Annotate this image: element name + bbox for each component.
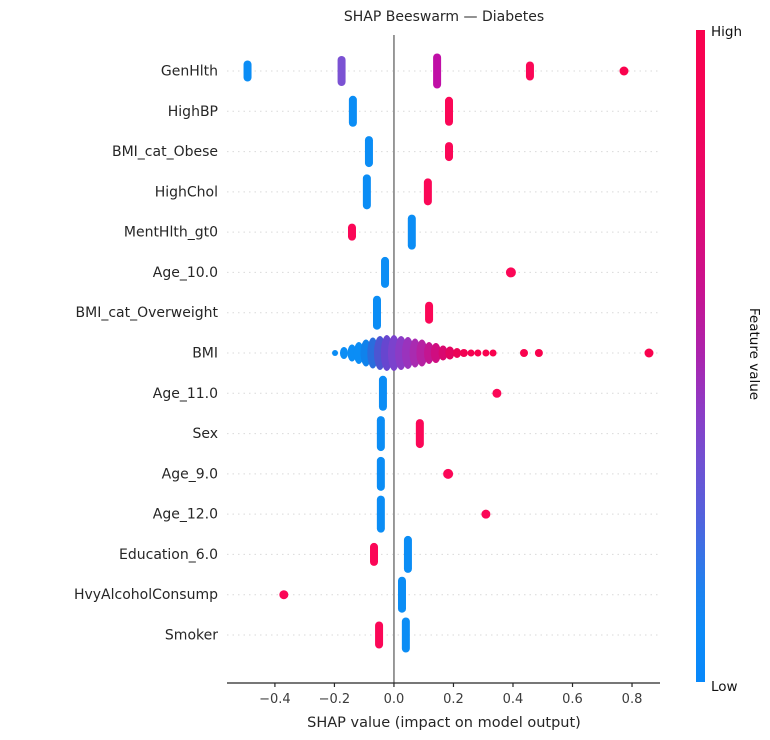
x-tick-label: 0.8 [622,692,643,707]
shap-cluster [364,136,373,168]
colorbar-low-label: Low [711,679,738,695]
x-tick-label: 0.0 [384,692,405,707]
feature-label: Age_11.0 [153,386,218,402]
feature-label: HighBP [168,104,218,120]
shap-cluster [423,178,432,206]
shap-cluster [397,576,406,613]
shap-swarm-point [332,349,339,356]
shap-cluster [401,617,410,653]
shap-cluster [370,542,379,566]
feature-label: HighChol [155,184,218,200]
colorbar-axis-label: Feature value [746,308,762,400]
feature-label: BMI [192,345,218,361]
shap-cluster [445,142,454,162]
colorbar-high-label: High [711,24,742,40]
shap-cluster [619,66,629,76]
shap-cluster [378,375,387,411]
chart-title: SHAP Beeswarm — Diabetes [344,9,544,25]
shap-cluster [425,301,434,324]
feature-value-colorbar [696,30,705,682]
shap-swarm-point [644,348,654,358]
shap-swarm-point [430,342,441,363]
feature-label: Education_6.0 [119,547,218,563]
feature-label: GenHlth [161,64,218,80]
feature-label: Sex [192,426,218,442]
shap-cluster [505,267,516,278]
shap-swarm-point [445,346,455,360]
feature-label: Smoker [165,627,218,643]
shap-swarm-point [467,349,475,357]
x-tick-label: 0.4 [503,692,524,707]
feature-label: BMI_cat_Overweight [76,305,219,321]
shap-swarm-point [474,349,482,357]
feature-label: HvyAlcoholConsump [74,587,218,603]
shap-swarm-point [482,349,490,357]
x-tick-label: 0.6 [562,692,583,707]
shap-cluster [376,456,385,491]
shap-cluster [433,53,442,89]
x-tick-label: 0.2 [443,692,464,707]
feature-label: Age_12.0 [153,507,218,523]
x-tick-label: −0.2 [319,692,351,707]
shap-cluster [279,590,289,600]
shap-cluster [525,61,534,81]
shap-swarm-point [489,349,497,357]
shap-swarm-point [534,348,543,357]
shap-cluster [407,214,416,250]
shap-cluster [347,223,356,241]
shap-cluster [415,419,424,449]
x-axis-label: SHAP value (impact on model output) [307,715,581,731]
shap-cluster [362,174,371,210]
shap-swarm-point [339,346,348,359]
shap-cluster [443,468,454,479]
shap-cluster [445,96,454,126]
shap-swarm-point [459,348,468,357]
shap-cluster [375,621,384,649]
shap-cluster [376,495,385,533]
shap-swarm-point [416,339,428,367]
shap-cluster [348,95,357,127]
shap-cluster [372,295,381,330]
shap-cluster [243,60,252,82]
feature-label: MentHlth_gt0 [124,225,218,241]
shap-cluster [403,535,412,573]
shap-cluster [492,388,502,398]
x-tick-label: −0.4 [259,692,291,707]
shap-cluster [381,256,390,288]
shap-cluster [337,56,346,86]
feature-label: BMI_cat_Obese [112,144,218,160]
plot-layer: GenHlth HighBP BMI_cat_Obese HighChol MentHl… [74,35,660,707]
shap-swarm-point [424,341,435,364]
shap-swarm-point [519,348,528,357]
shap-swarm-point [453,347,462,358]
shap-cluster [376,416,385,452]
feature-label: Age_9.0 [162,466,218,482]
shap-swarm-point [438,345,448,361]
shap-cluster [481,509,491,519]
feature-label: Age_10.0 [153,265,218,281]
